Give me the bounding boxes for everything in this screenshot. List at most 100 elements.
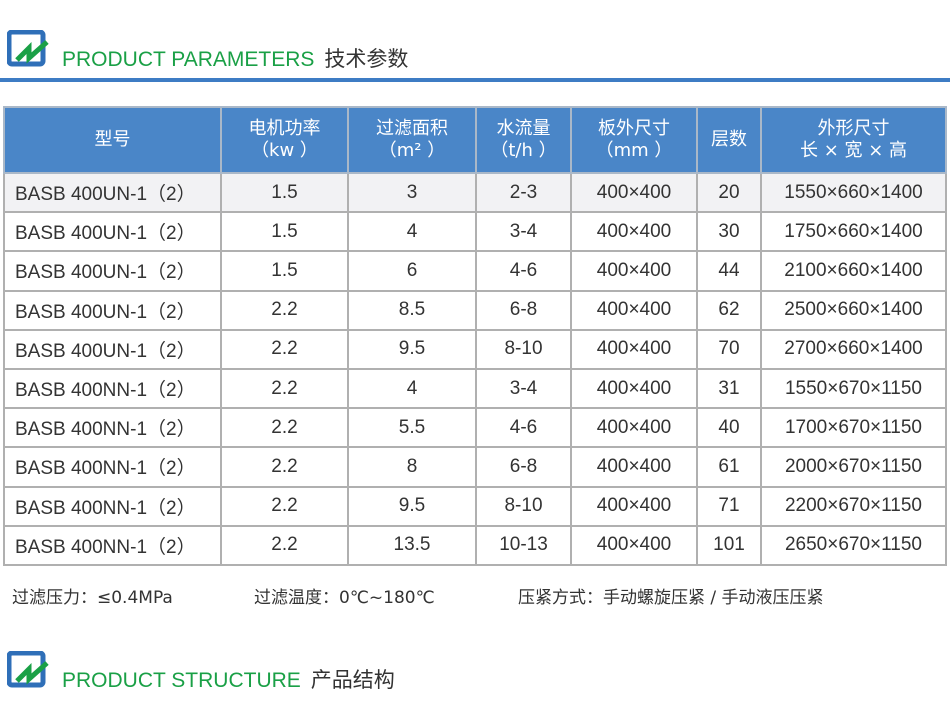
header-label: 层数 [711,129,747,150]
section-title-en: PRODUCT PARAMETERS [62,48,315,71]
header-label: 型号 [94,129,131,150]
section-header-structure: PRODUCT STRUCTURE 产品结构 [0,651,950,692]
table-cell: 3-4 [475,367,572,410]
table-cell: 10-13 [475,524,572,566]
table-cell: 2.2 [220,367,349,410]
table-cell: BASB 400NN-1（2） [3,446,222,488]
table-cell: 4 [347,211,477,253]
table-cell: 30 [696,211,762,253]
column-header: 层数 [696,106,762,174]
column-header: 板外尺寸 （mm ） [570,106,698,174]
header-label: 水流量 [496,118,551,139]
section-title-en: PRODUCT STRUCTURE [62,669,301,692]
table-cell: 2-3 [475,171,572,214]
table-row: BASB 400UN-1（2） 1.5 4 3-4 400×400 30 1750×660×… [3,211,947,253]
table-cell: BASB 400UN-1（2） [3,250,222,292]
table-cell: 6-8 [475,446,572,488]
table-cell: 2200×670×1150 [760,485,947,527]
table-cell: BASB 400NN-1（2） [3,524,222,566]
table-cell: 2.2 [220,485,349,527]
table-cell: 2.2 [220,328,349,370]
table-row: BASB 400UN-1（2） 2.2 8.5 6-8 400×400 62 2500×66… [3,289,947,331]
parameters-table: 型号 电机功率 （kw ）过滤面积 （m² ）水流量 （t/h ）板外尺寸 （mm ）层数… [3,106,947,566]
table-row: BASB 400UN-1（2） 1.5 3 2-3 400×400 20 1550×660×… [3,171,947,214]
table-cell: 8-10 [475,485,572,527]
column-header: 外形尺寸长 × 宽 × 高 [760,106,947,174]
table-cell: 1550×670×1150 [760,367,947,410]
note-pressure: 过滤压力：≤0.4MPa [12,588,173,608]
table-cell: 400×400 [570,524,698,566]
table-cell: 2.2 [220,524,349,566]
table-cell: 4-6 [475,407,572,449]
table-cell: BASB 400UN-1（2） [3,328,222,370]
table-cell: 8 [347,446,477,488]
table-cell: 2700×660×1400 [760,328,947,370]
table-cell: 400×400 [570,485,698,527]
company-logo-icon [7,651,49,688]
column-header: 水流量 （t/h ） [475,106,572,174]
table-cell: 1.5 [220,211,349,253]
table-cell: 1700×670×1150 [760,407,947,449]
table-cell: 1750×660×1400 [760,211,947,253]
table-cell: BASB 400UN-1（2） [3,171,222,214]
header-unit: （kw ） [251,140,318,161]
table-cell: 1550×660×1400 [760,171,947,214]
table-cell: 71 [696,485,762,527]
table-cell: BASB 400NN-1（2） [3,407,222,449]
table-cell: 61 [696,446,762,488]
header-label: 板外尺寸 [598,118,670,139]
table-row: BASB 400NN-1（2） 2.2 5.5 4-6 400×400 40 1700×67… [3,407,947,449]
table-cell: BASB 400UN-1（2） [3,289,222,331]
table-cell: 400×400 [570,446,698,488]
table-cell: 3 [347,171,477,214]
table-cell: 13.5 [347,524,477,566]
column-header: 过滤面积 （m² ） [347,106,477,174]
table-cell: 2100×660×1400 [760,250,947,292]
section-title-cn: 技术参数 [324,48,409,71]
section-header-parameters: PRODUCT PARAMETERS 技术参数 [0,30,950,71]
table-cell: BASB 400NN-1（2） [3,485,222,527]
table-cell: 4 [347,367,477,410]
note-temperature: 过滤温度：0℃~180℃ [254,588,435,608]
table-cell: 400×400 [570,367,698,410]
table-cell: 2.2 [220,407,349,449]
table-row: BASB 400NN-1（2） 2.2 4 3-4 400×400 31 1550×670×… [3,367,947,410]
header-label: 外形尺寸 [817,118,890,139]
table-cell: 400×400 [570,171,698,214]
table-cell: 400×400 [570,250,698,292]
column-header: 型号 [3,106,222,174]
table-cell: 2.2 [220,446,349,488]
header-unit: （mm ） [595,140,673,161]
column-header: 电机功率 （kw ） [220,106,349,174]
table-cell: 40 [696,407,762,449]
header-label: 过滤面积 [376,118,448,139]
table-cell: BASB 400UN-1（2） [3,211,222,253]
table-row: BASB 400UN-1（2） 2.2 9.5 8-10 400×400 70 2700×6… [3,328,947,370]
table-cell: 2500×660×1400 [760,289,947,331]
table-cell: 400×400 [570,407,698,449]
table-cell: 2.2 [220,289,349,331]
table-cell: 31 [696,367,762,410]
note-clamping: 压紧方式：手动螺旋压紧 / 手动液压压紧 [518,588,824,608]
table-row: BASB 400NN-1（2） 2.2 9.5 8-10 400×400 71 2200×6… [3,485,947,527]
company-logo-icon [7,30,49,67]
table-cell: 20 [696,171,762,214]
table-row: BASB 400UN-1（2） 1.5 6 4-6 400×400 44 2100×660×… [3,250,947,292]
table-row: BASB 400NN-1（2） 2.2 8 6-8 400×400 61 2000×670×… [3,446,947,488]
table-cell: 101 [696,524,762,566]
table-cell: 4-6 [475,250,572,292]
table-cell: 9.5 [347,485,477,527]
table-cell: 1.5 [220,171,349,214]
header-label: 电机功率 [248,118,321,139]
header-unit: （t/h ） [490,140,557,161]
table-cell: 400×400 [570,328,698,370]
section-title-cn: 产品结构 [310,669,395,692]
table-cell: 62 [696,289,762,331]
table-cell: 2650×670×1150 [760,524,947,566]
table-cell: 1.5 [220,250,349,292]
divider [0,78,950,82]
table-cell: 400×400 [570,289,698,331]
table-cell: 70 [696,328,762,370]
table-cell: BASB 400NN-1（2） [3,367,222,410]
table-cell: 5.5 [347,407,477,449]
